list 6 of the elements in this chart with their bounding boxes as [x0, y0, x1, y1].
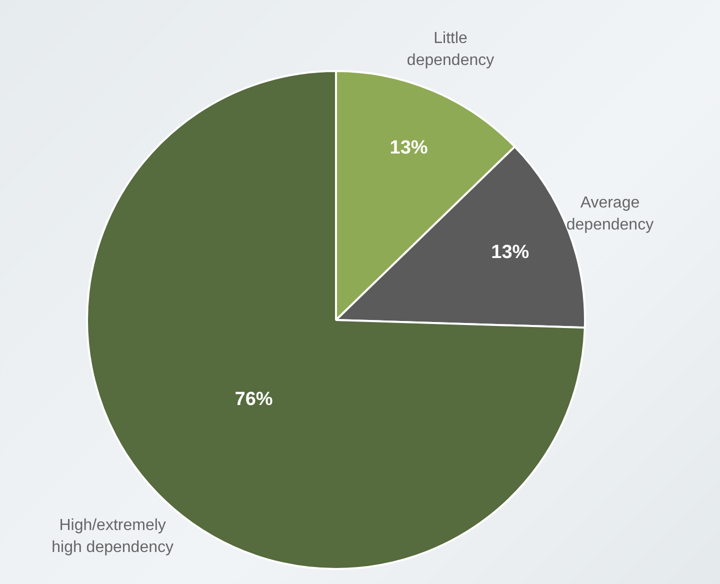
- slice-label: Average dependency: [566, 194, 654, 234]
- slice-label: High/extremely high dependency: [52, 517, 174, 556]
- slice-label: Little dependency: [406, 30, 494, 69]
- data-label: 13%: [491, 242, 530, 263]
- data-label: 76%: [234, 388, 273, 410]
- data-label: 13%: [390, 137, 428, 158]
